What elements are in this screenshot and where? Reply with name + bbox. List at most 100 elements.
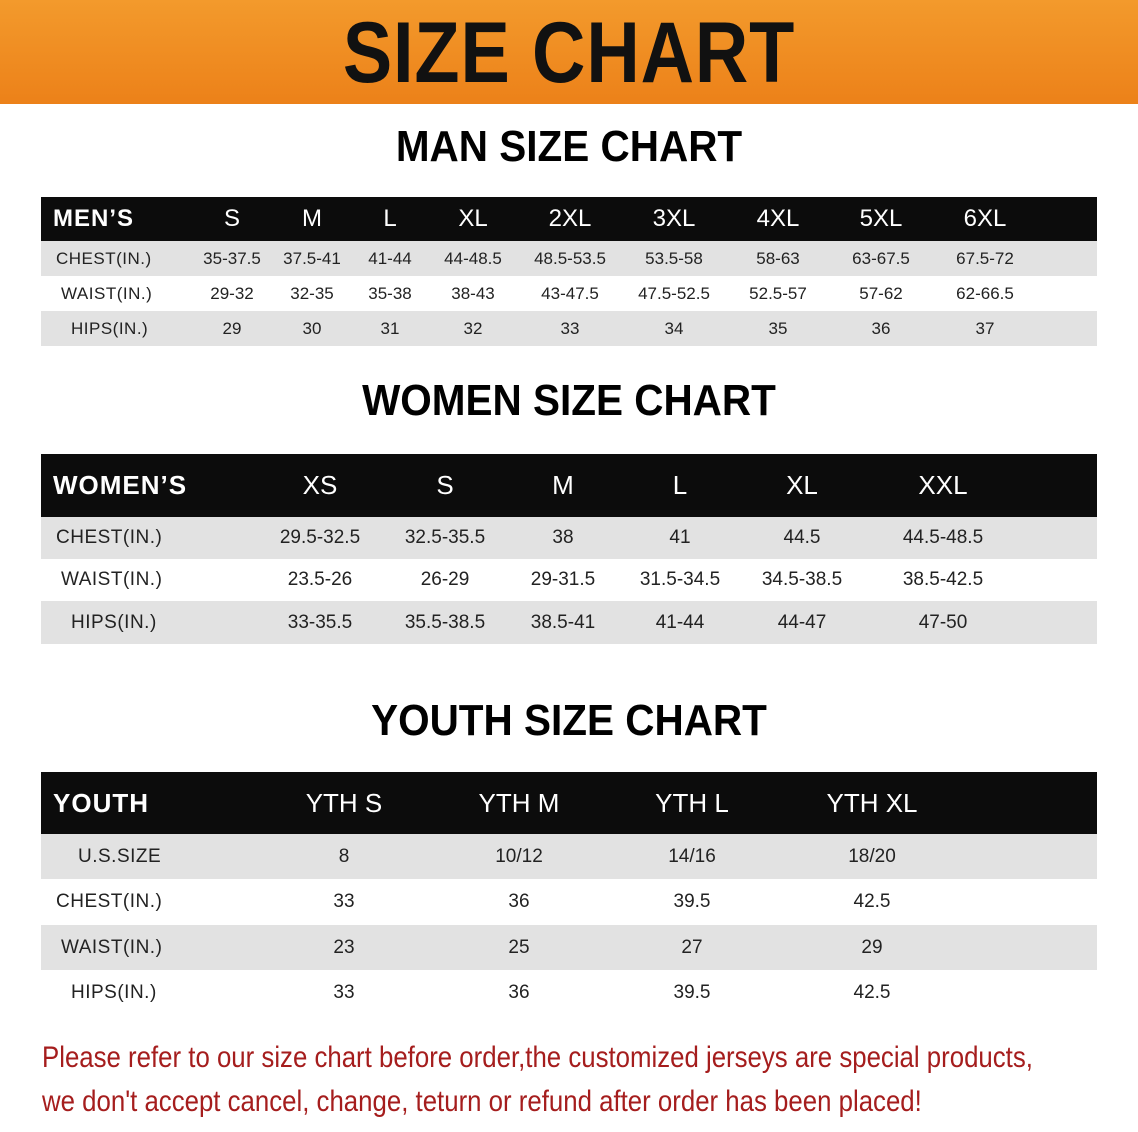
measurement-cell: 36 — [871, 318, 891, 338]
measurement-cell: 44-47 — [777, 611, 827, 633]
size-column-header: 2XL — [548, 205, 592, 232]
measurement-cell: 35-37.5 — [203, 248, 261, 268]
measurement-cell: 48.5-53.5 — [534, 248, 606, 268]
measurement-cell: 47.5-52.5 — [638, 283, 710, 303]
measurement-cell: 33 — [333, 891, 355, 912]
measurement-cell: 57-62 — [859, 283, 903, 303]
women-section-title: WOMEN SIZE CHART — [362, 376, 776, 425]
measurement-cell: 58-63 — [756, 248, 800, 268]
table-row: HIPS(IN.) 33-35.5 35.5-38.5 38.5-41 41-44 44-… — [41, 601, 1097, 644]
table-row: WAIST(IN.) 29-32 32-35 35-38 38-43 43-47.5 47.… — [41, 276, 1097, 311]
measurement-cell: 38.5-41 — [530, 611, 596, 633]
men-header-label: MEN’S — [53, 205, 135, 232]
measurement-cell: 38-43 — [451, 283, 495, 303]
men-header-row: MEN’S S M L XL 2XL 3XL 4XL 5XL 6XL — [41, 197, 1097, 241]
measurement-cell: 33-35.5 — [287, 611, 353, 633]
measurement-cell: 37 — [975, 318, 995, 338]
table-row: HIPS(IN.) 33 36 39.5 42.5 — [41, 970, 1097, 1015]
table-row: CHEST(IN.) 35-37.5 37.5-41 41-44 44-48.5 48.5… — [41, 241, 1097, 276]
size-column-header: YTH XL — [826, 787, 918, 818]
size-column-header: S — [436, 470, 454, 500]
measurement-cell: 35.5-38.5 — [404, 611, 486, 633]
size-column-header: 3XL — [652, 205, 696, 232]
size-column-header: YTH M — [478, 787, 560, 818]
row-label: WAIST(IN.) — [61, 283, 153, 303]
measurement-cell: 41-44 — [368, 248, 412, 268]
measurement-cell: 38 — [552, 527, 574, 548]
row-label: WAIST(IN.) — [61, 569, 163, 590]
measurement-cell: 29-32 — [210, 283, 254, 303]
measurement-cell: 30 — [302, 318, 322, 338]
measurement-cell: 32 — [463, 318, 483, 338]
measurement-cell: 41-44 — [655, 611, 705, 633]
women-header-row: WOMEN’S XS S M L XL XXL — [41, 454, 1097, 517]
row-label: HIPS(IN.) — [71, 611, 157, 633]
measurement-cell: 52.5-57 — [749, 283, 807, 303]
measurement-cell: 47-50 — [918, 611, 968, 633]
measurement-cell: 26-29 — [420, 569, 470, 590]
measurement-cell: 32-35 — [290, 283, 334, 303]
measurement-cell: 31 — [380, 318, 400, 338]
measurement-cell: 33 — [333, 981, 355, 1003]
measurement-cell: 34.5-38.5 — [761, 569, 843, 590]
measurement-cell: 38.5-42.5 — [902, 569, 984, 590]
measurement-cell: 35-38 — [368, 283, 412, 303]
women-header-label: WOMEN’S — [53, 470, 188, 500]
measurement-cell: 39.5 — [673, 981, 711, 1003]
table-row: CHEST(IN.) 33 36 39.5 42.5 — [41, 879, 1097, 925]
title-banner: SIZE CHART — [0, 0, 1138, 104]
row-label: CHEST(IN.) — [56, 891, 163, 912]
measurement-cell: 23 — [333, 936, 355, 958]
table-row: WAIST(IN.) 23.5-26 26-29 29-31.5 31.5-34.5 34… — [41, 559, 1097, 601]
measurement-cell: 36 — [508, 891, 530, 912]
row-label: CHEST(IN.) — [56, 248, 152, 268]
table-row: WAIST(IN.) 23 25 27 29 — [41, 925, 1097, 970]
youth-header-row: YOUTH YTH S YTH M YTH L YTH XL — [41, 772, 1097, 834]
size-column-header: XL — [786, 470, 818, 500]
youth-header-label: YOUTH — [53, 787, 149, 818]
notice-line-2: we don't accept cancel, change, teturn o… — [42, 1085, 922, 1118]
youth-section-title: YOUTH SIZE CHART — [371, 696, 767, 745]
measurement-cell: 29 — [861, 936, 883, 958]
measurement-cell: 44.5 — [783, 527, 821, 548]
size-column-header: 4XL — [756, 205, 800, 232]
row-label: HIPS(IN.) — [71, 981, 157, 1003]
size-column-header: M — [302, 205, 322, 232]
measurement-cell: 25 — [508, 936, 530, 958]
measurement-cell: 10/12 — [495, 845, 543, 867]
size-column-header: L — [672, 470, 688, 500]
measurement-cell: 23.5-26 — [287, 569, 353, 590]
measurement-cell: 39.5 — [673, 891, 711, 912]
table-row: U.S.SIZE 8 10/12 14/16 18/20 — [41, 834, 1097, 879]
size-column-header: L — [383, 205, 397, 232]
measurement-cell: 32.5-35.5 — [404, 527, 486, 548]
table-row: CHEST(IN.) 29.5-32.5 32.5-35.5 38 41 44.5 44.5… — [41, 517, 1097, 559]
men-section-title: MAN SIZE CHART — [395, 122, 743, 171]
measurement-cell: 29-31.5 — [530, 569, 596, 590]
size-column-header: XL — [458, 205, 488, 232]
measurement-cell: 36 — [508, 981, 530, 1003]
size-column-header: YTH S — [305, 787, 383, 818]
measurement-cell: 44-48.5 — [444, 248, 502, 268]
size-column-header: 6XL — [963, 205, 1007, 232]
measurement-cell: 37.5-41 — [283, 248, 341, 268]
women-size-table: WOMEN’S XS S M L XL XXL CHEST(IN.) 29.5-32.5 32.5… — [41, 454, 1097, 644]
measurement-cell: 27 — [681, 936, 703, 958]
measurement-cell: 42.5 — [853, 891, 891, 912]
size-column-header: 5XL — [859, 205, 903, 232]
size-column-header: S — [223, 205, 241, 232]
measurement-cell: 8 — [338, 845, 350, 867]
measurement-cell: 33 — [560, 318, 580, 338]
measurement-cell: 63-67.5 — [852, 248, 910, 268]
row-label: U.S.SIZE — [78, 845, 162, 867]
measurement-cell: 62-66.5 — [956, 283, 1014, 303]
measurement-cell: 29.5-32.5 — [279, 527, 361, 548]
size-column-header: YTH L — [655, 787, 729, 818]
measurement-cell: 29 — [222, 318, 242, 338]
row-label: CHEST(IN.) — [56, 527, 163, 548]
page-title: SIZE CHART — [342, 5, 796, 101]
table-row: HIPS(IN.) 29 30 31 32 33 34 35 36 37 — [41, 311, 1097, 346]
measurement-cell: 43-47.5 — [541, 283, 599, 303]
measurement-cell: 18/20 — [848, 845, 896, 867]
measurement-cell: 67.5-72 — [956, 248, 1014, 268]
